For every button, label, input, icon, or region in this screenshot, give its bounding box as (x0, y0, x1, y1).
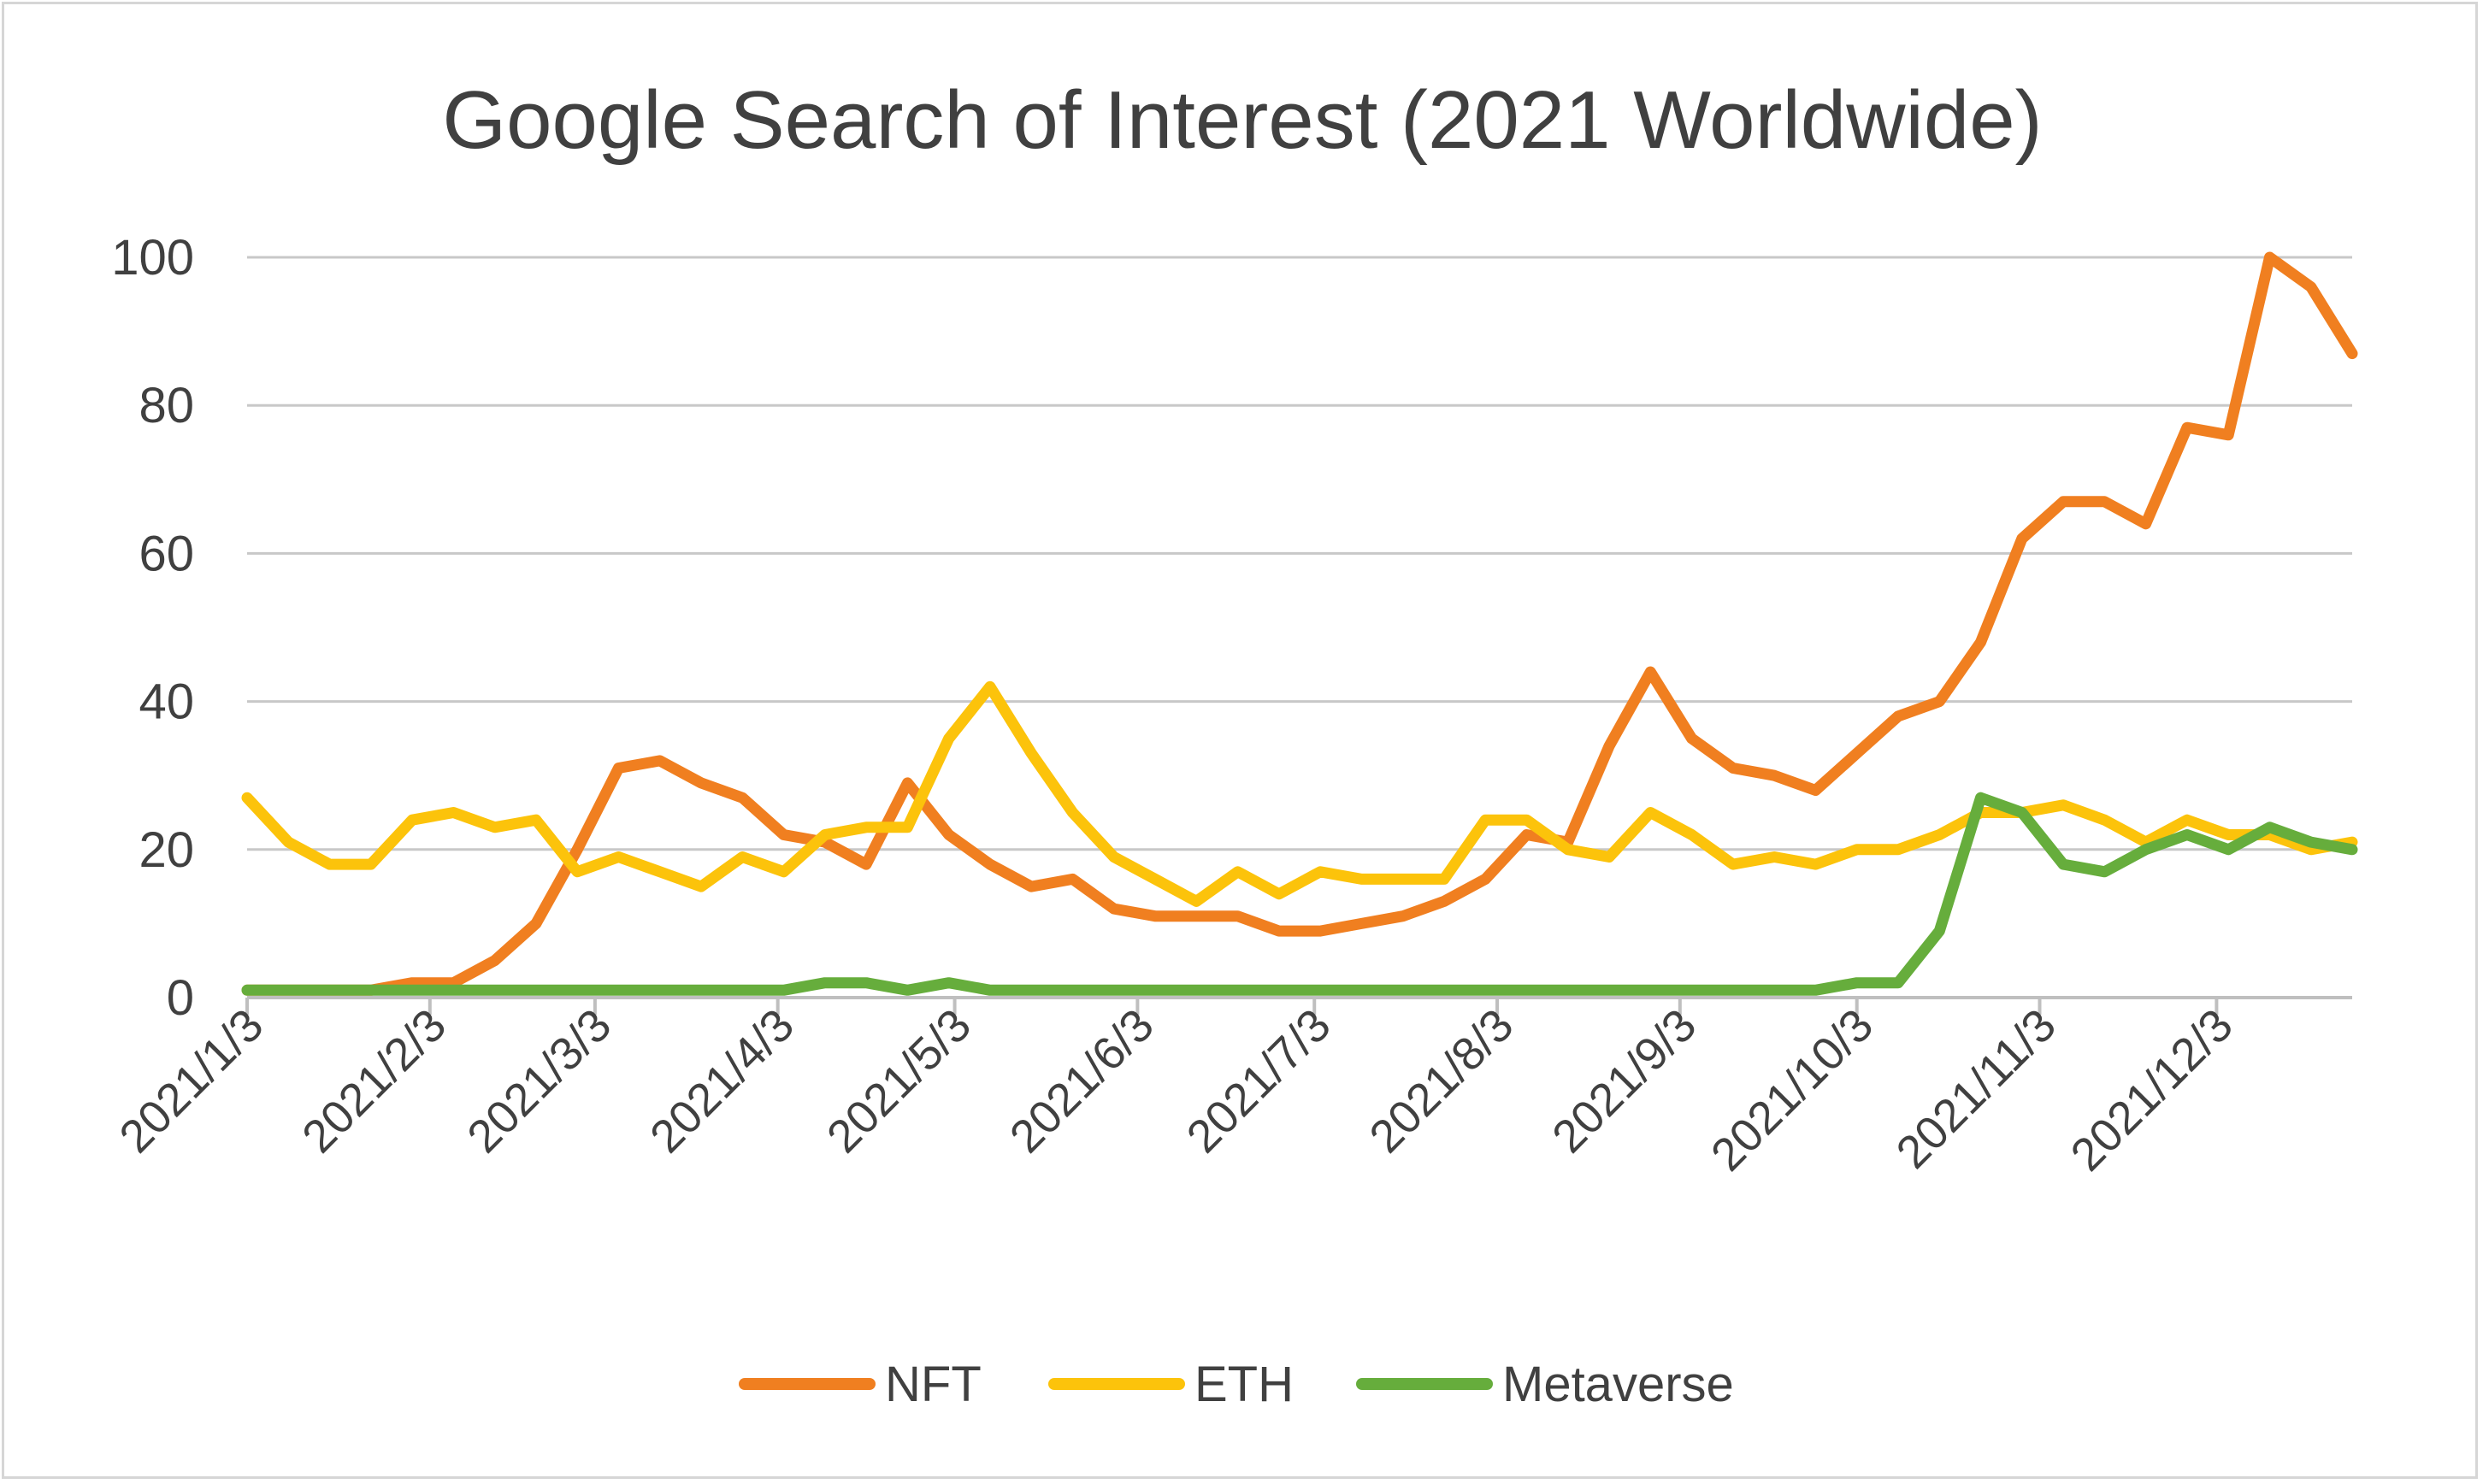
x-tick-label: 2021/5/3 (817, 999, 981, 1163)
series-line-metaverse (241, 792, 2358, 996)
gridlines (247, 256, 2352, 851)
y-tick-label-40: 40 (139, 674, 194, 730)
legend-label-eth: ETH (1194, 1357, 1294, 1412)
x-tick-label: 2021/10/3 (1702, 999, 1883, 1181)
chart-title: Google Search of Interest (2021 Worldwid… (442, 74, 2042, 166)
x-tick-label: 2021/9/3 (1542, 999, 1706, 1163)
legend-label-nft: NFT (885, 1357, 982, 1412)
x-tick-label: 2021/7/3 (1177, 999, 1341, 1163)
x-tick-label: 2021/2/3 (292, 999, 456, 1163)
x-tick-label: 2021/11/3 (1887, 999, 2066, 1178)
x-axis-tick-labels: 2021/1/3 2021/2/3 2021/3/3 2021/4/3 2021/5/3… (109, 999, 2242, 1181)
x-tick-label: 2021/4/3 (640, 999, 804, 1163)
y-tick-label-100: 100 (111, 230, 194, 286)
series-line-nft (241, 251, 2358, 996)
x-axis (245, 996, 2352, 1015)
y-tick-label-20: 20 (139, 822, 194, 878)
line-chart: Google Search of Interest (2021 Worldwid… (109, 74, 2358, 1412)
series-lines (241, 251, 2358, 996)
y-tick-label-0: 0 (167, 970, 194, 1026)
y-tick-label-60: 60 (139, 526, 194, 581)
legend-label-metaverse: Metaverse (1502, 1357, 1734, 1412)
x-tick-label: 2021/8/3 (1359, 999, 1523, 1163)
y-axis-tick-labels: 0 20 40 60 80 100 (111, 230, 194, 1026)
x-tick-label: 2021/3/3 (457, 999, 621, 1163)
y-tick-label-80: 80 (139, 378, 194, 433)
x-tick-label: 2021/12/3 (2061, 999, 2243, 1181)
series-line-eth (241, 680, 2358, 907)
legend: NFT ETH Metaverse (739, 1357, 1734, 1412)
x-tick-label: 2021/6/3 (1000, 999, 1164, 1163)
